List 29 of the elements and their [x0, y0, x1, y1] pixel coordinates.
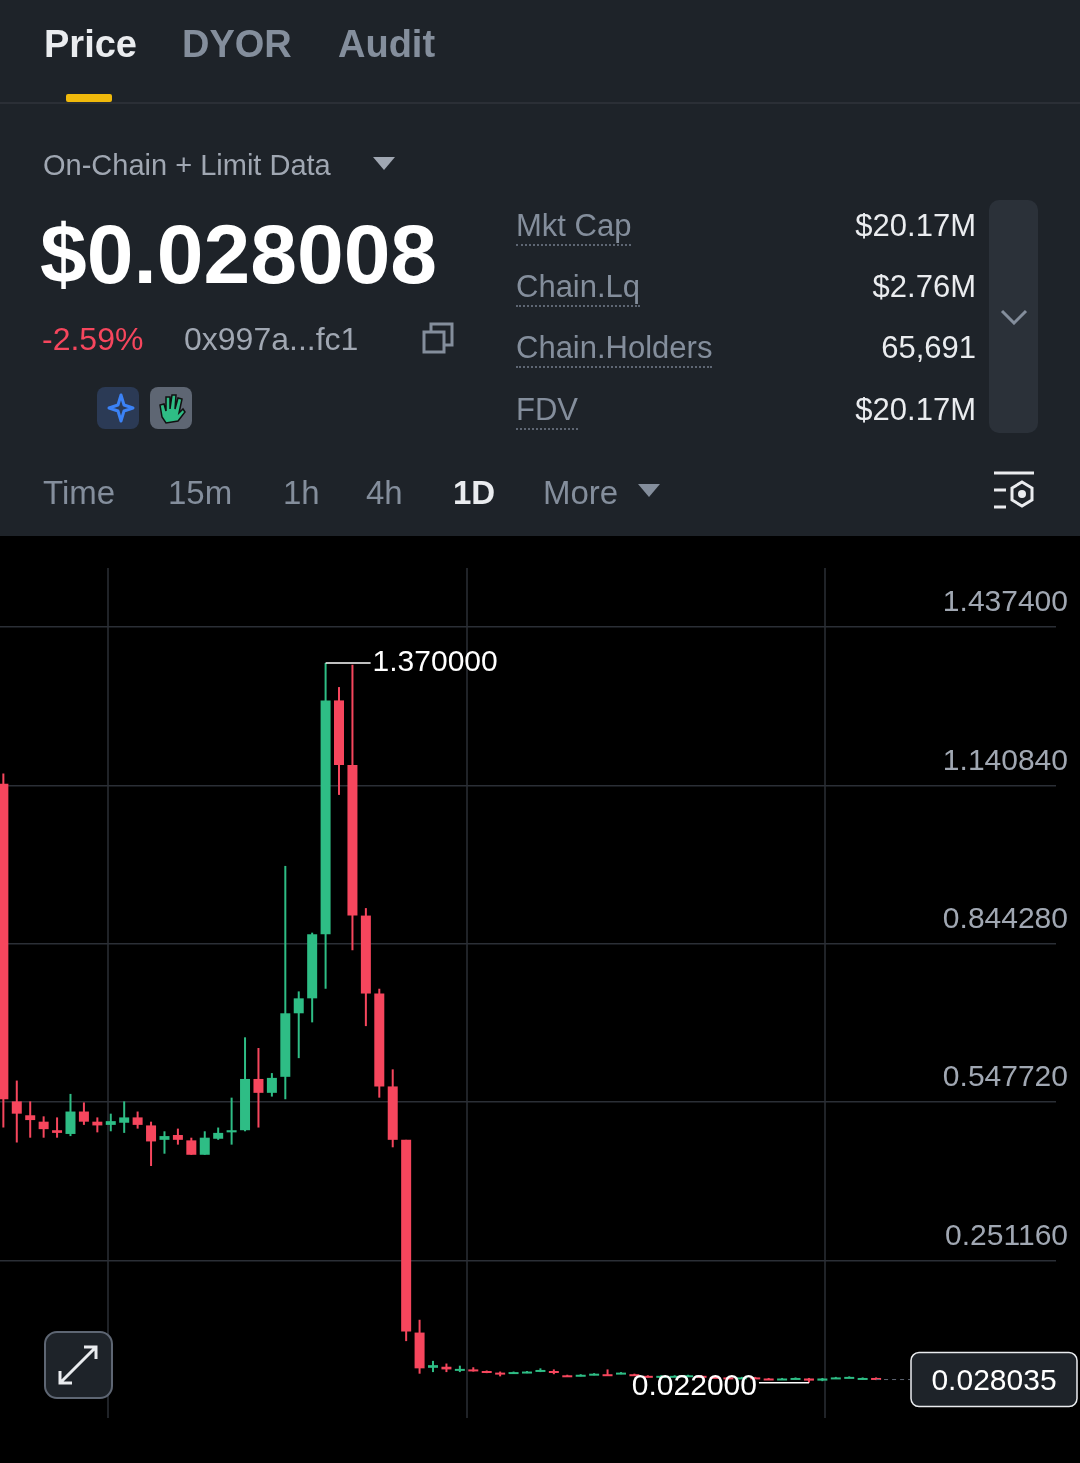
text: Chain.Lq	[516, 268, 641, 308]
y-tick-label: 0.251160	[945, 1217, 1068, 1251]
annotation: 0.022000	[631, 1368, 757, 1402]
text: Time	[43, 473, 116, 513]
ref-line-label: 0.028035	[931, 1362, 1057, 1396]
text: Mkt Cap	[516, 207, 632, 247]
text: 0x997a...fc1	[184, 320, 359, 359]
text: $2.76M	[872, 268, 976, 306]
text: 1h	[283, 473, 320, 513]
text: $20.17M	[855, 391, 976, 429]
text: DYOR	[182, 22, 292, 67]
text: 4h	[366, 473, 403, 513]
text: Price	[44, 22, 137, 67]
text: More	[543, 473, 619, 513]
text: Chain.Holders	[516, 329, 713, 369]
text: FDV	[516, 391, 578, 431]
y-tick-label: 0.547720	[942, 1059, 1068, 1093]
text: 65,691	[881, 329, 976, 367]
text: Audit	[338, 22, 436, 67]
text: On-Chain + Limit Data	[43, 148, 331, 183]
text: 15m	[168, 473, 233, 513]
y-tick-label: 0.844280	[942, 901, 1068, 934]
text: $20.17M	[855, 207, 976, 245]
y-tick-label: 1.140840	[942, 742, 1068, 776]
annotation: 1.370000	[372, 644, 498, 678]
text: 1D	[453, 473, 496, 513]
text: -2.59%	[42, 320, 144, 359]
y-tick-label: 1.437400	[942, 584, 1068, 618]
text: $0.028008	[40, 206, 438, 303]
